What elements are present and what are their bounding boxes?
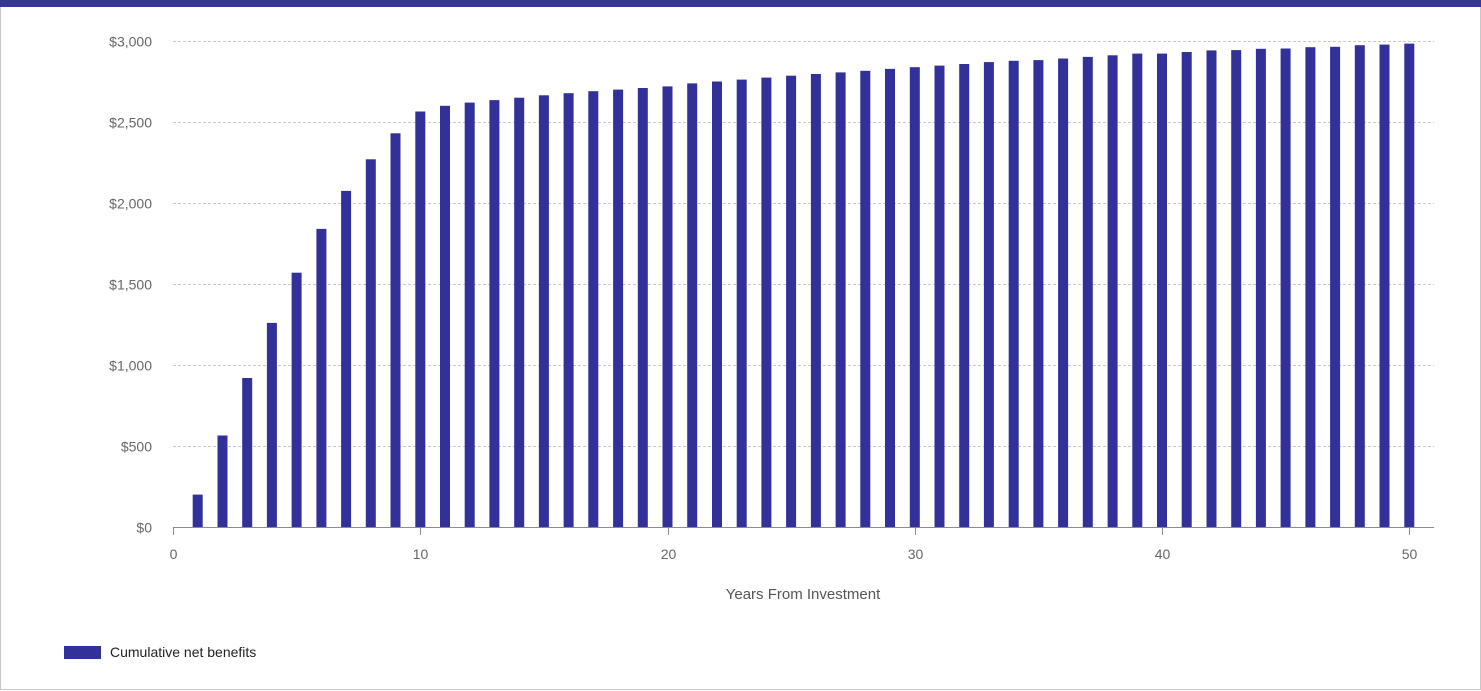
bar <box>687 83 698 528</box>
x-axis-title: Years From Investment <box>726 586 881 603</box>
bar <box>712 81 722 527</box>
bar <box>489 100 500 527</box>
bar <box>1354 45 1365 527</box>
bar <box>736 79 747 527</box>
bar <box>1231 50 1242 527</box>
bar <box>1404 43 1415 527</box>
x-tick-label: 50 <box>1402 546 1418 562</box>
y-tick-label: $0 <box>136 520 152 536</box>
bar <box>390 133 401 528</box>
bars <box>192 43 1415 528</box>
bar <box>341 190 352 527</box>
bar <box>266 322 277 527</box>
x-tick-label: 40 <box>1155 546 1171 562</box>
bar <box>1058 58 1069 527</box>
bar <box>514 97 525 527</box>
bar <box>1132 53 1143 527</box>
bar <box>909 67 920 527</box>
bar <box>365 159 376 528</box>
bar <box>563 93 574 527</box>
bar <box>613 89 624 527</box>
bar <box>934 65 945 527</box>
bar <box>1181 52 1192 527</box>
legend-swatch <box>64 645 101 659</box>
header-bar <box>0 0 1481 7</box>
bar <box>885 68 895 528</box>
bar <box>860 70 871 528</box>
bar <box>786 75 797 527</box>
legend: Cumulative net benefits <box>64 642 256 662</box>
bar <box>810 74 821 527</box>
y-tick-label: $1,500 <box>109 277 152 293</box>
y-tick-labels: $0 $500 $1,000 $1,500 $2,000 $2,500 $3,000 <box>109 34 152 536</box>
y-tick-label: $2,500 <box>109 115 152 131</box>
bar <box>242 378 253 527</box>
y-tick-label: $3,000 <box>109 34 152 50</box>
bar <box>415 111 426 527</box>
gridlines <box>173 41 1434 447</box>
bar <box>761 77 772 527</box>
bar <box>662 86 673 528</box>
bar <box>316 228 327 527</box>
bar <box>192 494 203 527</box>
bar <box>291 272 302 527</box>
bar <box>637 88 648 527</box>
x-tick-label: 30 <box>908 546 924 562</box>
x-tick-label: 0 <box>170 546 178 562</box>
bar <box>1206 50 1217 528</box>
bar <box>440 105 450 528</box>
y-tick-label: $2,000 <box>109 196 152 212</box>
bar <box>217 435 228 527</box>
x-tick-label: 20 <box>661 546 677 562</box>
bar <box>588 91 599 527</box>
bar <box>1379 44 1390 527</box>
legend-label: Cumulative net benefits <box>110 644 257 660</box>
bar <box>1157 53 1167 527</box>
bar <box>835 72 846 528</box>
x-tick-labels: 0 10 20 30 40 50 <box>170 546 1418 562</box>
bar <box>959 64 970 527</box>
y-tick-label: $500 <box>121 439 152 455</box>
bar <box>464 102 475 527</box>
bar <box>1255 48 1266 528</box>
axes <box>173 527 1434 535</box>
y-tick-label: $1,000 <box>109 358 152 374</box>
bar <box>1082 56 1093 528</box>
bar <box>538 95 549 528</box>
x-tick-label: 10 <box>413 546 429 562</box>
bar <box>1330 46 1341 528</box>
bar <box>1008 60 1019 528</box>
bar <box>1305 47 1316 527</box>
bar <box>1033 60 1044 527</box>
bar <box>1280 48 1291 527</box>
bar <box>1107 55 1118 528</box>
bar <box>983 62 994 527</box>
